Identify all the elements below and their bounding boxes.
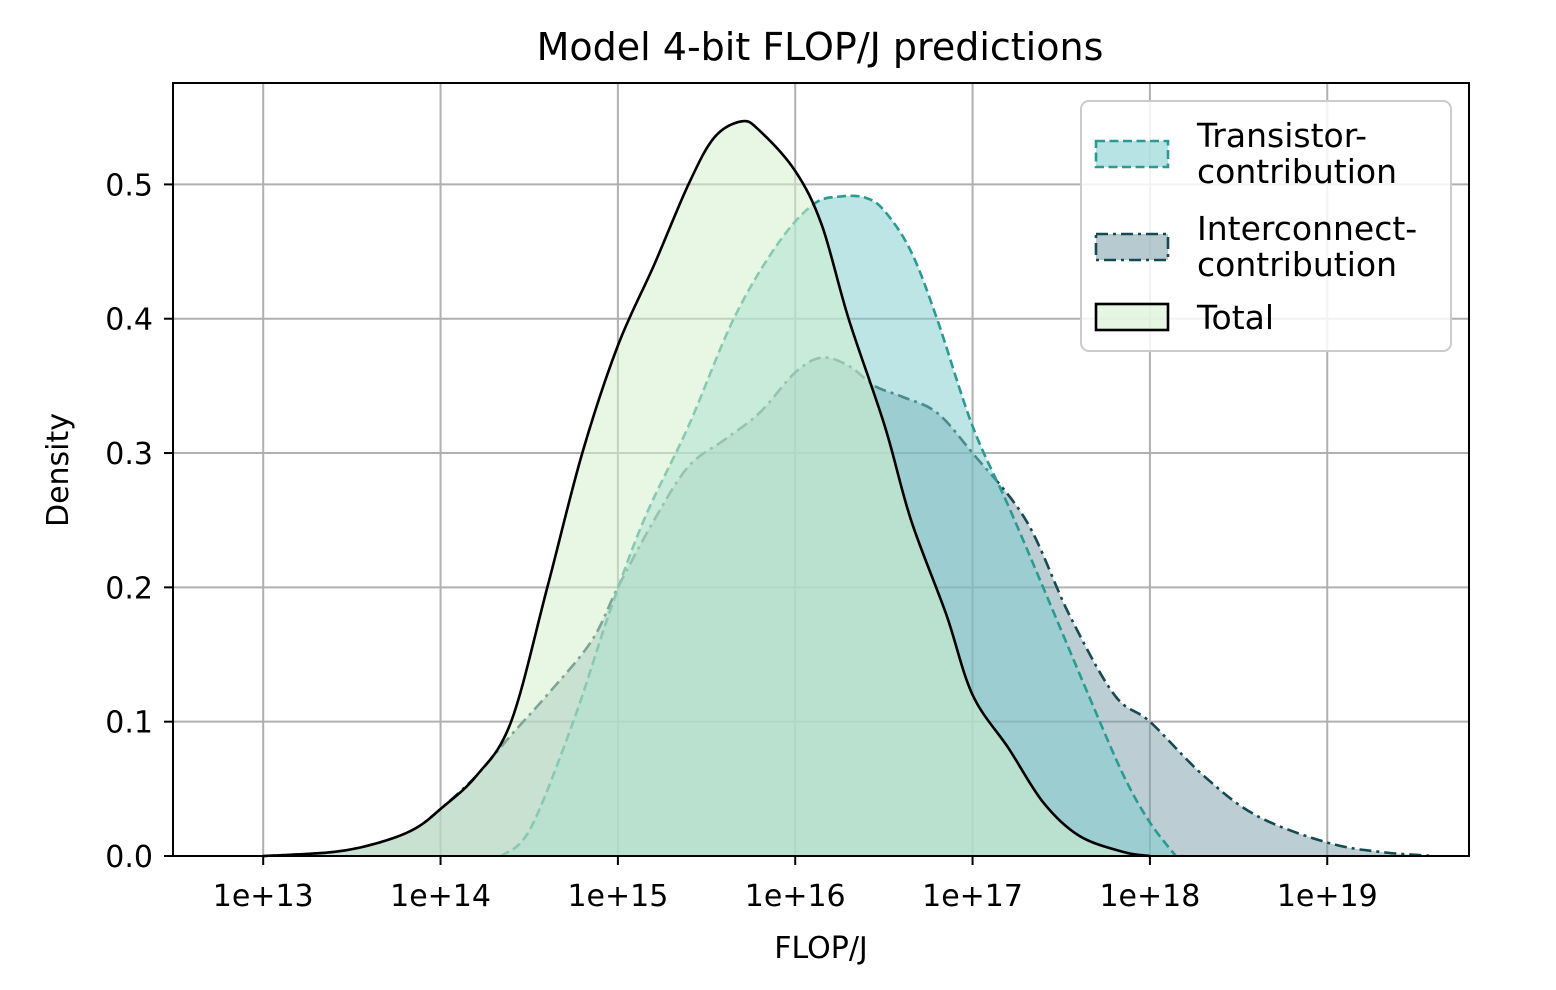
legend-label-total: Total	[1196, 298, 1274, 337]
x-tick-label: 1e+13	[213, 879, 314, 914]
axis-ticks: 1e+13 1e+14 1e+15 1e+16 1e+17 1e+18 1e+19 0.0 0.…	[105, 168, 1377, 914]
legend-label-transistorcontribution: contribution	[1197, 152, 1397, 191]
x-tick-label: 1e+16	[745, 879, 846, 914]
legend-box	[1080, 100, 1452, 352]
y-tick-label: 0.1	[105, 706, 153, 741]
legend-swatch-total	[1094, 302, 1170, 332]
legend: Transistor-contributionInterconnect-cont…	[1080, 100, 1452, 352]
y-tick-label: 0.3	[105, 437, 153, 472]
plot-area	[263, 119, 1435, 858]
y-tick-label: 0.5	[105, 168, 153, 203]
x-tick-label: 1e+14	[390, 879, 491, 914]
legend-label-interconnectcontribution: contribution	[1197, 245, 1397, 284]
y-tick-label: 0.0	[105, 840, 153, 875]
y-axis-label: Density	[41, 413, 76, 527]
y-tick-label: 0.2	[105, 571, 153, 606]
legend-items: Transistor-contributionInterconnect-cont…	[1094, 116, 1417, 337]
legend-label-transistorcontribution: Transistor-	[1196, 116, 1367, 155]
legend-swatch-transistorcontribution	[1094, 139, 1170, 169]
x-tick-label: 1e+17	[922, 879, 1023, 914]
legend-label-interconnectcontribution: Interconnect-	[1197, 209, 1417, 248]
legend-swatch-interconnectcontribution	[1094, 232, 1170, 262]
axes-frame	[172, 82, 1470, 857]
chart-title: Model 4-bit FLOP/J predictions	[537, 25, 1104, 69]
line-total	[263, 119, 1151, 858]
x-tick-label: 1e+19	[1277, 879, 1378, 914]
area-total	[263, 121, 1150, 857]
x-tick-label: 1e+15	[567, 879, 668, 914]
y-tick-label: 0.4	[105, 303, 153, 338]
x-tick-label: 1e+18	[1099, 879, 1200, 914]
x-axis-label: FLOP/J	[774, 931, 868, 966]
